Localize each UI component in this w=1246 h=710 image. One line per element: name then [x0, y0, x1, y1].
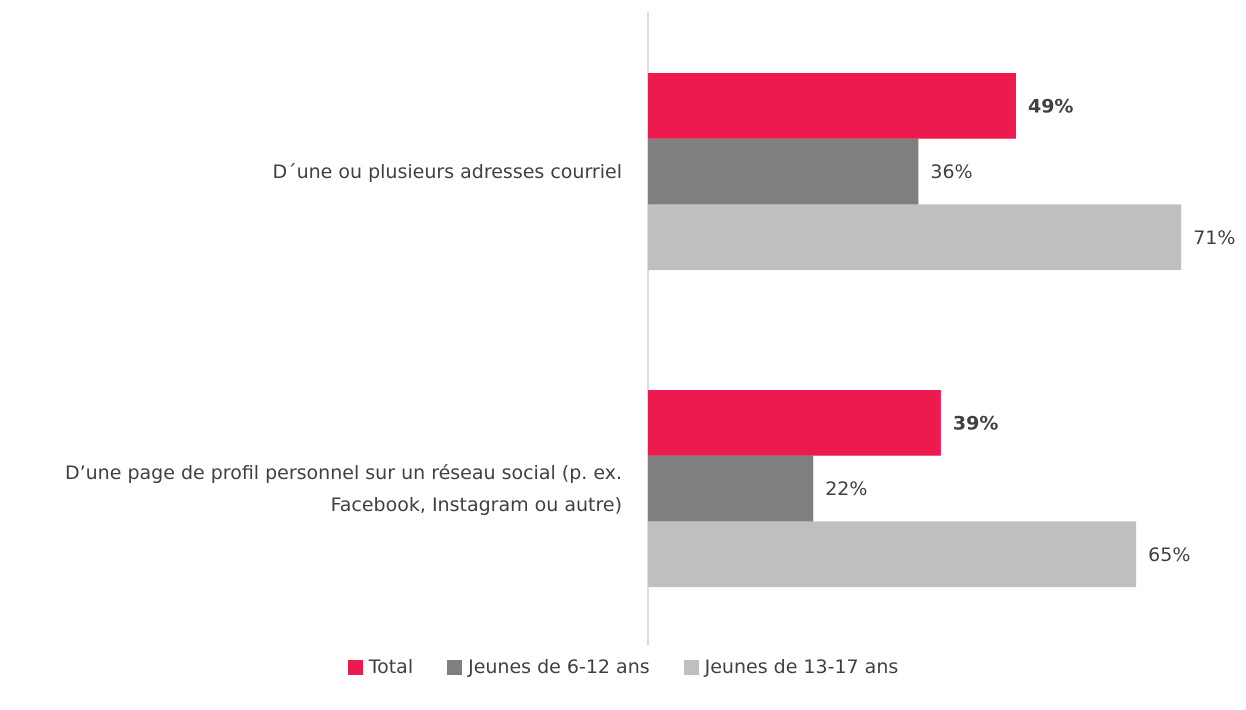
bar — [648, 73, 1016, 139]
value-label: 49% — [1028, 95, 1073, 117]
value-label: 36% — [930, 161, 972, 183]
bar — [648, 390, 941, 456]
value-label: 71% — [1193, 227, 1235, 249]
legend-label: Total — [368, 656, 414, 678]
legend-item: Jeunes de 13-17 ans — [683, 656, 899, 678]
value-label: 22% — [825, 478, 867, 500]
category-label: D’une page de profil personnel sur un ré… — [64, 461, 622, 516]
value-label: 39% — [953, 412, 998, 434]
legend: Total Jeunes de 6-12 ans Jeunes de 13-17 a… — [0, 656, 1246, 678]
legend-swatch — [447, 659, 463, 675]
value-label: 65% — [1148, 544, 1190, 566]
legend-swatch — [347, 659, 363, 675]
bar — [648, 204, 1182, 271]
legend-label: Jeunes de 6-12 ans — [468, 656, 650, 678]
legend-swatch — [683, 659, 699, 675]
category-label: D´une ou plusieurs adresses courriel — [272, 160, 622, 183]
bar — [648, 521, 1137, 588]
legend-item: Total — [347, 656, 414, 678]
legend-item: Jeunes de 6-12 ans — [447, 656, 650, 678]
bar — [648, 138, 919, 205]
legend-label: Jeunes de 13-17 ans — [704, 656, 899, 678]
bar — [648, 455, 814, 522]
